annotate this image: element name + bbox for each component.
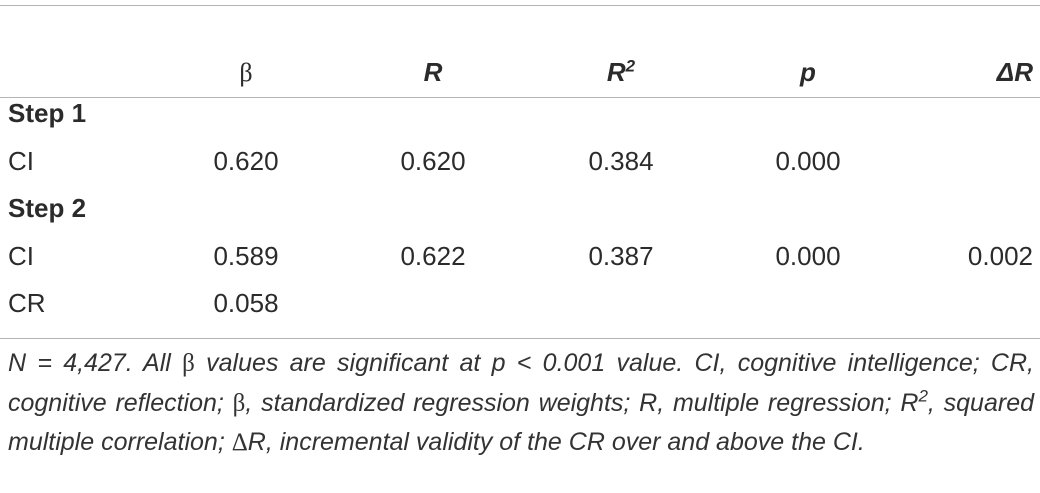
cell-value: 0.589 bbox=[213, 240, 279, 271]
footnote-sup: 2 bbox=[918, 386, 928, 406]
cell-value: 0.620 bbox=[400, 145, 466, 176]
footnote-text: , standardized regression weights; R, mu… bbox=[245, 388, 919, 417]
column-header: p bbox=[800, 57, 816, 87]
row-label: CR bbox=[8, 288, 46, 318]
column-header-text: p bbox=[800, 57, 816, 87]
section-title: Step 2 bbox=[8, 193, 87, 223]
top-rule bbox=[0, 5, 1040, 6]
cell-value: 0.000 bbox=[775, 145, 841, 176]
row-label: CI bbox=[8, 145, 34, 176]
column-header-text: R bbox=[606, 57, 626, 87]
column-header-text: R bbox=[423, 57, 443, 87]
footnote-symbol: β bbox=[232, 389, 246, 417]
footnote-symbol: Δ bbox=[231, 429, 248, 456]
cell-value: 0.002 bbox=[967, 240, 1033, 271]
footnote: N = 4,427. All β values are significant … bbox=[8, 344, 1034, 463]
footnote-text: N = 4,427. All bbox=[8, 349, 183, 377]
cell-value: 0.384 bbox=[588, 145, 654, 176]
column-header: β bbox=[239, 57, 252, 88]
column-header: R bbox=[424, 57, 443, 87]
footnote-text: , squared multiple correlation; bbox=[8, 388, 1034, 457]
footnote-text: R, incremental validity of the CR over a… bbox=[247, 428, 865, 456]
row-label: CI bbox=[8, 240, 34, 271]
column-header: ΔR bbox=[997, 57, 1033, 87]
column-header: R2 bbox=[607, 57, 635, 87]
section-title: Step 1 bbox=[8, 98, 87, 128]
footnote-symbol: β bbox=[182, 350, 195, 377]
column-header-text: ΔR bbox=[996, 57, 1033, 87]
column-header-text: β bbox=[239, 58, 253, 87]
footnote-text: values are significant at p < 0.001 valu… bbox=[8, 349, 1034, 417]
cell-value: 0.000 bbox=[775, 240, 841, 271]
bottom-rule bbox=[0, 338, 1040, 339]
cell-value: 0.620 bbox=[213, 145, 279, 176]
column-header-sup: 2 bbox=[625, 56, 636, 76]
cell-value: 0.622 bbox=[400, 240, 466, 271]
header-rule bbox=[0, 97, 1040, 98]
cell-value: 0.058 bbox=[213, 288, 279, 318]
cell-value: 0.387 bbox=[588, 240, 654, 271]
